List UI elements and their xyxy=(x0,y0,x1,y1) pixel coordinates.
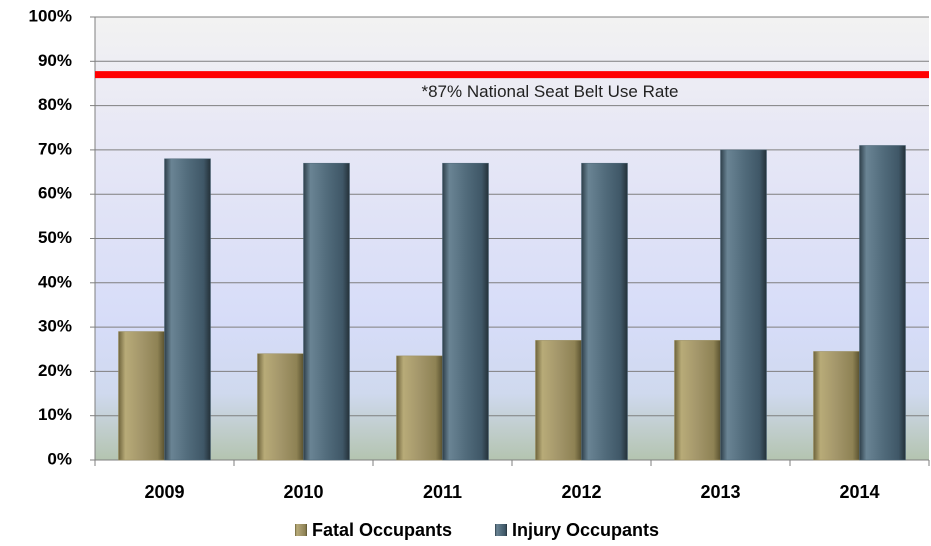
y-tick-label: 70% xyxy=(38,139,72,158)
bar xyxy=(164,158,211,461)
x-tick-label: 2012 xyxy=(561,482,601,502)
bar xyxy=(674,340,721,461)
bar xyxy=(396,355,443,461)
legend-label: Injury Occupants xyxy=(512,520,659,540)
x-tick-label: 2009 xyxy=(144,482,184,502)
y-tick-label: 40% xyxy=(38,272,72,291)
bar xyxy=(813,351,860,461)
bar xyxy=(257,353,304,461)
bar xyxy=(535,340,582,461)
bar xyxy=(118,331,165,461)
y-tick-label: 20% xyxy=(38,361,72,380)
x-tick-label: 2013 xyxy=(700,482,740,502)
y-tick-label: 0% xyxy=(47,449,72,468)
legend-swatch xyxy=(495,524,507,536)
bar xyxy=(303,162,350,461)
legend-swatch xyxy=(295,524,307,536)
reference-label: *87% National Seat Belt Use Rate xyxy=(421,82,678,101)
y-tick-label: 100% xyxy=(29,6,72,25)
y-tick-label: 30% xyxy=(38,317,72,336)
y-tick-label: 50% xyxy=(38,228,72,247)
legend-label: Fatal Occupants xyxy=(312,520,452,540)
y-tick-label: 80% xyxy=(38,95,72,114)
bar xyxy=(720,149,767,461)
bar xyxy=(581,162,628,461)
y-tick-label: 10% xyxy=(38,405,72,424)
x-tick-label: 2010 xyxy=(283,482,323,502)
bar xyxy=(859,145,906,461)
y-tick-label: 90% xyxy=(38,51,72,70)
x-tick-label: 2014 xyxy=(839,482,879,502)
y-tick-label: 60% xyxy=(38,184,72,203)
bar xyxy=(442,162,489,461)
x-tick-label: 2011 xyxy=(423,482,462,502)
